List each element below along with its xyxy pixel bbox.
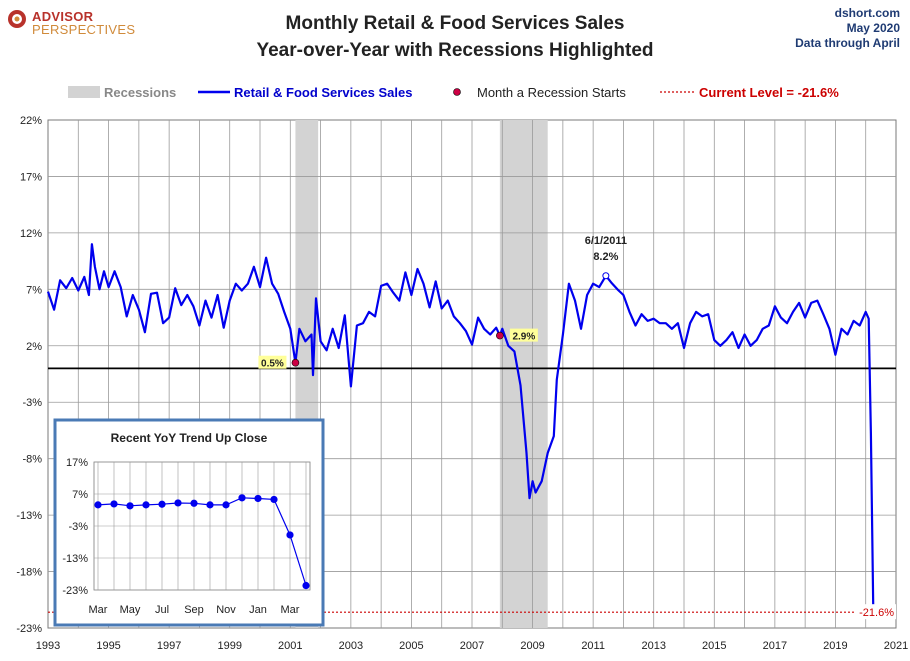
inset-x-tick-label: Sep bbox=[184, 604, 204, 616]
y-tick-label: 17% bbox=[20, 171, 42, 183]
x-tick-label: 1995 bbox=[96, 640, 120, 652]
recession-start-label-bg bbox=[509, 328, 538, 342]
x-tick-label: 2007 bbox=[460, 640, 484, 652]
source-label: dshort.com bbox=[834, 6, 900, 20]
inset-data-point bbox=[302, 581, 310, 590]
y-tick-label: -18% bbox=[16, 567, 42, 579]
inset-data-point bbox=[222, 501, 230, 509]
inset-chart: Recent YoY Trend Up Close 17% 7% -3% -13% -23… bbox=[53, 418, 325, 627]
inset-y-tick-label: -13% bbox=[62, 553, 88, 565]
legend-recessions-label: Recessions bbox=[104, 85, 176, 100]
inset-data-point bbox=[94, 501, 102, 509]
x-tick-label: 2011 bbox=[581, 640, 605, 652]
logo-emblem-icon bbox=[8, 10, 26, 28]
advisor-perspectives-logo: ADVISOR PERSPECTIVES bbox=[6, 6, 136, 40]
recession-start-marker bbox=[291, 358, 300, 367]
x-tick-label: 2003 bbox=[339, 640, 363, 652]
inset-y-tick-label: 17% bbox=[66, 457, 88, 469]
legend-recession-start-label: Month a Recession Starts bbox=[477, 85, 626, 100]
y-tick-label: 2% bbox=[26, 341, 42, 353]
chart-title-line1: Monthly Retail & Food Services Sales bbox=[285, 13, 625, 34]
y-tick-label: -3% bbox=[22, 397, 42, 409]
inset-data-point bbox=[142, 501, 150, 509]
legend-series-label: Retail & Food Services Sales bbox=[234, 85, 412, 100]
publish-date: May 2020 bbox=[846, 21, 900, 35]
peak-date-label: 6/1/2011 bbox=[585, 235, 627, 247]
inset-x-tick-label: Jul bbox=[155, 604, 169, 616]
current-level-label: -21.6% bbox=[859, 607, 894, 619]
inset-data-point bbox=[110, 500, 118, 508]
inset-data-point bbox=[270, 495, 278, 504]
current-level-label-bg bbox=[856, 604, 896, 620]
y-tick-label: 12% bbox=[20, 228, 42, 240]
y-tick-label: -13% bbox=[16, 510, 42, 522]
chart-title-line2: Year-over-Year with Recessions Highlight… bbox=[256, 40, 654, 61]
inset-x-tick-label: Nov bbox=[216, 604, 236, 616]
recession-start-label: 2.9% bbox=[512, 332, 535, 343]
inset-data-point bbox=[126, 502, 134, 510]
inset-data-point bbox=[190, 499, 198, 507]
inset-x-tick-label: Jan bbox=[249, 604, 267, 616]
inset-data-point bbox=[238, 494, 246, 502]
legend: Recessions Retail & Food Services Sales … bbox=[68, 85, 839, 100]
inset-data-point bbox=[206, 501, 214, 509]
recession-start-label-bg bbox=[258, 355, 287, 369]
inset-data-point bbox=[286, 531, 294, 539]
x-tick-label: 1999 bbox=[217, 640, 241, 652]
legend-recession-swatch bbox=[68, 86, 100, 98]
y-tick-label: -23% bbox=[16, 623, 42, 635]
inset-data-point bbox=[158, 500, 166, 508]
x-tick-label: 1993 bbox=[36, 640, 60, 652]
logo-line2: PERSPECTIVES bbox=[32, 22, 136, 37]
data-through-label: Data through April bbox=[795, 36, 900, 50]
inset-y-tick-label: -3% bbox=[68, 521, 88, 533]
peak-marker bbox=[602, 272, 610, 280]
retail-sales-series-line bbox=[46, 243, 875, 613]
y-tick-label: 22% bbox=[20, 115, 42, 127]
x-tick-label: 2013 bbox=[641, 640, 665, 652]
inset-data-point bbox=[254, 494, 262, 503]
x-tick-label: 2001 bbox=[278, 640, 302, 652]
x-tick-label: 2017 bbox=[763, 640, 787, 652]
y-tick-label: -8% bbox=[22, 454, 42, 466]
recession-band-2 bbox=[499, 120, 548, 628]
logo-line1: ADVISOR bbox=[32, 9, 94, 24]
recession-start-marker bbox=[496, 331, 504, 340]
x-tick-label: 2005 bbox=[399, 640, 423, 652]
x-tick-label: 2015 bbox=[702, 640, 726, 652]
legend-current-level-label: Current Level = -21.6% bbox=[699, 85, 839, 100]
peak-value-label: 8.2% bbox=[593, 251, 618, 263]
legend-recession-start-marker bbox=[453, 88, 461, 96]
inset-x-tick-label: May bbox=[120, 604, 141, 616]
inset-x-tick-label: Mar bbox=[281, 604, 300, 616]
inset-title: Recent YoY Trend Up Close bbox=[111, 431, 268, 445]
recession-start-label: 0.5% bbox=[261, 359, 284, 370]
inset-y-tick-label: -23% bbox=[62, 585, 88, 597]
x-tick-label: 2009 bbox=[520, 640, 544, 652]
y-tick-label: 7% bbox=[26, 284, 42, 296]
x-tick-label: 2021 bbox=[884, 640, 908, 652]
inset-y-tick-label: 7% bbox=[72, 489, 88, 501]
x-tick-label: 2019 bbox=[823, 640, 847, 652]
inset-data-point bbox=[174, 499, 182, 507]
inset-x-tick-label: Mar bbox=[89, 604, 108, 616]
x-tick-label: 1997 bbox=[157, 640, 181, 652]
